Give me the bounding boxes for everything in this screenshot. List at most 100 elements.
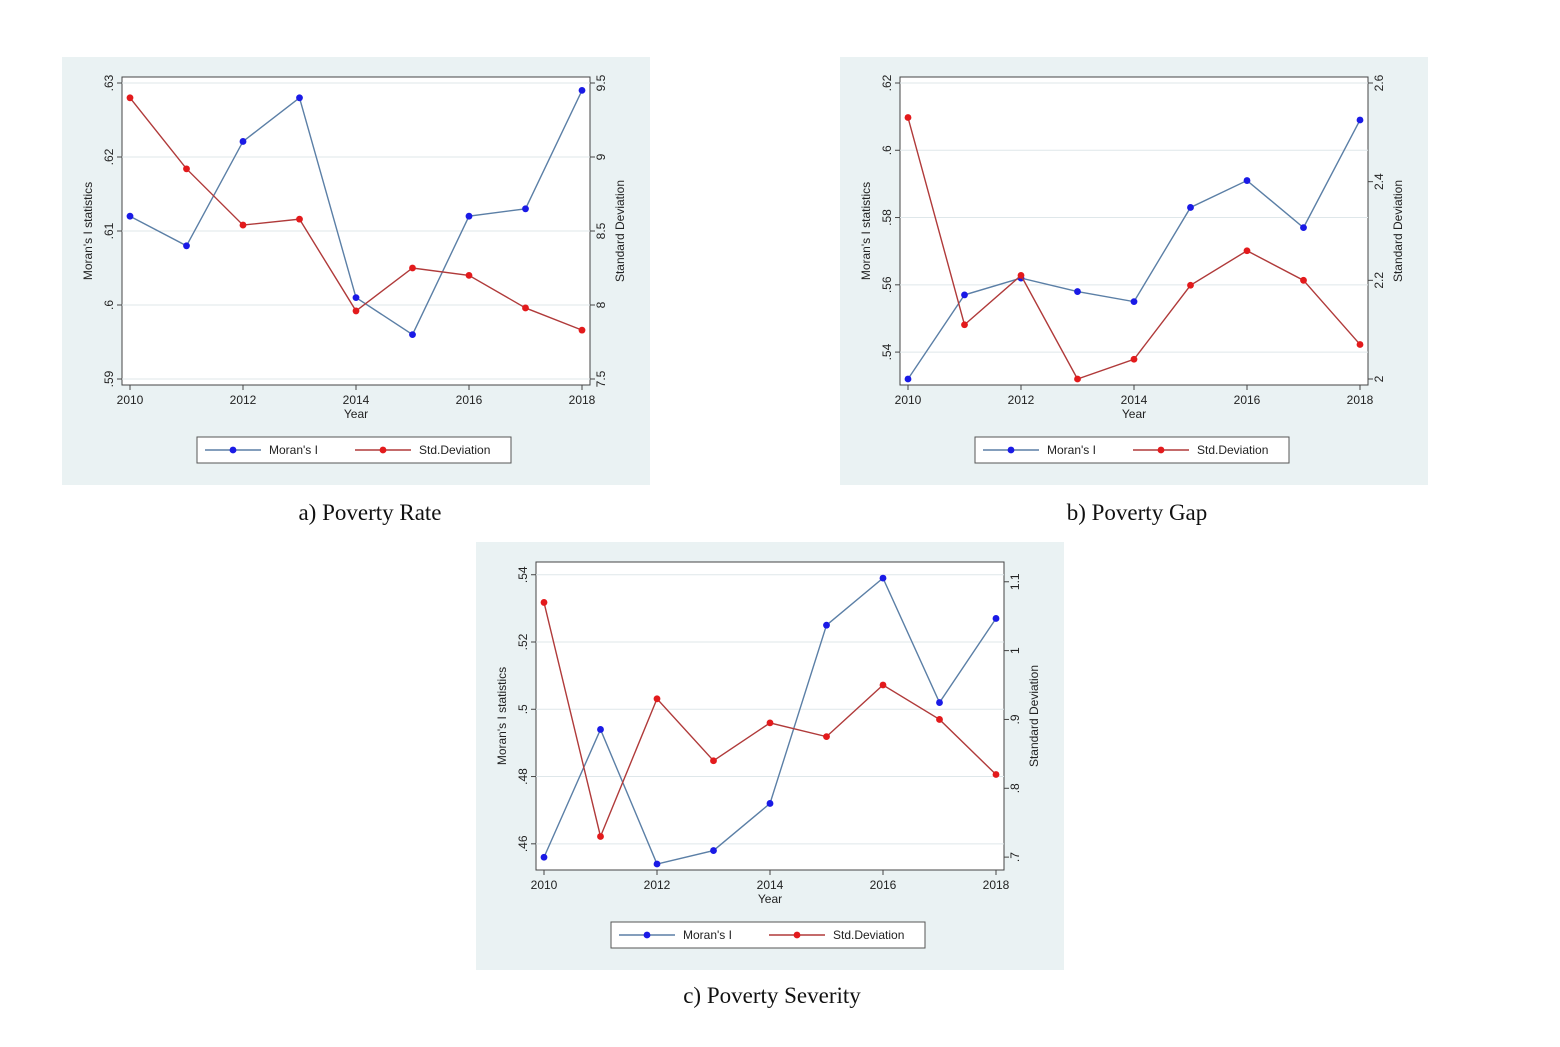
caption-poverty-gap: b) Poverty Gap — [1066, 500, 1208, 525]
right-tick-label: .7 — [1008, 852, 1022, 862]
right-tick-label: 2 — [1372, 375, 1386, 382]
moran-point-2018 — [992, 615, 1000, 622]
legend-std-marker — [379, 446, 387, 454]
moran-point-2013 — [1074, 288, 1081, 295]
legend-std-label: Std.Deviation — [419, 443, 490, 457]
std-point-2014 — [766, 719, 774, 727]
right-tick-label: 2.2 — [1372, 272, 1386, 289]
x-tick-label: 2016 — [870, 878, 897, 892]
left-tick-label: .56 — [880, 276, 894, 293]
right-tick-label: 2.4 — [1372, 173, 1386, 190]
moran-point-2013 — [710, 847, 717, 854]
std-point-2018 — [578, 326, 586, 334]
x-tick-label: 2014 — [343, 393, 370, 407]
moran-point-2014 — [1130, 298, 1138, 306]
std-point-2013 — [1074, 375, 1081, 383]
right-axis-title: Standard Deviation — [1391, 180, 1405, 282]
moran-point-2014 — [766, 800, 774, 807]
left-tick-label: .46 — [516, 835, 530, 852]
moran-point-2010 — [904, 375, 912, 383]
moran-point-2010 — [126, 212, 134, 220]
std-point-2011 — [183, 165, 190, 173]
chart-svg-poverty-rate: .59 .6 .61 .62 .63 7.5 8 8.5 9 9.5 2010 2012 2014 201… — [62, 57, 650, 485]
moran-point-2016 — [465, 212, 473, 220]
moran-point-2017 — [936, 699, 943, 706]
x-tick-label: 2016 — [1234, 393, 1261, 407]
moran-point-2015 — [823, 621, 830, 629]
moran-point-2011 — [597, 726, 604, 733]
moran-point-2017 — [522, 205, 529, 213]
left-axis-title: Moran's I statistics — [81, 182, 95, 280]
left-tick-label: .62 — [880, 74, 894, 91]
plot-area — [899, 76, 1369, 386]
moran-point-2016 — [879, 574, 887, 582]
chart-svg-poverty-gap: .54 .56 .58 .6 .62 2 2.2 2.4 2.6 2010 2012 2014 2016… — [840, 57, 1428, 485]
moran-point-2011 — [183, 242, 190, 250]
std-point-2017 — [936, 716, 943, 723]
moran-point-2010 — [540, 853, 548, 861]
moran-point-2015 — [1187, 204, 1194, 211]
legend-moran-marker — [229, 446, 237, 454]
std-point-2016 — [879, 681, 887, 689]
right-tick-label: 2.6 — [1372, 74, 1386, 91]
right-tick-label: .9 — [1008, 714, 1022, 724]
std-point-2017 — [522, 304, 529, 312]
left-tick-label: .63 — [102, 74, 116, 91]
std-point-2010 — [904, 114, 912, 121]
plot-area — [535, 561, 1005, 871]
x-tick-label: 2012 — [1008, 393, 1035, 407]
left-axis-title: Moran's I statistics — [859, 182, 873, 280]
x-tick-label: 2014 — [1121, 393, 1148, 407]
moran-point-2011 — [961, 291, 968, 299]
left-tick-label: .5 — [516, 704, 530, 714]
x-axis-title: Year — [344, 407, 368, 421]
std-point-2013 — [710, 757, 717, 765]
caption-poverty-rate: a) Poverty Rate — [298, 500, 442, 525]
std-point-2012 — [1017, 272, 1025, 279]
chart-svg-poverty-severity: .46 .48 .5 .52 .54 .7 .8 .9 1 1.1 2010 2012 2014 2016… — [476, 542, 1064, 970]
right-tick-label: 1.1 — [1008, 573, 1022, 590]
left-tick-label: .61 — [102, 222, 116, 239]
x-tick-label: 2018 — [569, 393, 596, 407]
moran-point-2013 — [296, 94, 303, 102]
std-point-2016 — [1243, 247, 1251, 255]
std-point-2016 — [465, 272, 473, 279]
legend-moran-label: Moran's I — [269, 443, 318, 457]
right-tick-label: .8 — [1008, 783, 1022, 793]
left-tick-label: .54 — [516, 566, 530, 583]
left-tick-label: .6 — [880, 145, 894, 155]
right-tick-label: 8.5 — [594, 222, 608, 239]
x-tick-label: 2010 — [117, 393, 144, 407]
moran-point-2018 — [578, 87, 586, 94]
std-point-2010 — [540, 599, 548, 606]
legend-std-label: Std.Deviation — [1197, 443, 1268, 457]
legend-std-marker — [793, 931, 801, 939]
moran-point-2017 — [1300, 224, 1307, 232]
moran-point-2016 — [1243, 177, 1251, 184]
left-axis-title: Moran's I statistics — [495, 667, 509, 765]
legend-std-label: Std.Deviation — [833, 928, 904, 942]
x-tick-label: 2012 — [230, 393, 257, 407]
right-tick-label: 1 — [1008, 647, 1022, 654]
std-point-2014 — [352, 307, 360, 315]
chart-panel-poverty-rate: .59 .6 .61 .62 .63 7.5 8 8.5 9 9.5 2010 2012 2014 201… — [62, 57, 650, 485]
x-tick-label: 2014 — [757, 878, 784, 892]
legend-std-marker — [1157, 446, 1165, 454]
x-tick-label: 2016 — [456, 393, 483, 407]
chart-panel-poverty-gap: .54 .56 .58 .6 .62 2 2.2 2.4 2.6 2010 2012 2014 2016… — [840, 57, 1428, 485]
right-tick-label: 7.5 — [594, 370, 608, 387]
right-tick-label: 9.5 — [594, 74, 608, 91]
std-point-2017 — [1300, 276, 1307, 284]
right-tick-label: 9 — [594, 153, 608, 160]
std-point-2012 — [653, 695, 661, 703]
std-point-2011 — [961, 321, 968, 329]
x-tick-label: 2018 — [1347, 393, 1374, 407]
chart-panel-poverty-severity: .46 .48 .5 .52 .54 .7 .8 .9 1 1.1 2010 2012 2014 2016… — [476, 542, 1064, 970]
legend-moran-marker — [643, 931, 651, 939]
std-point-2015 — [1187, 281, 1194, 289]
std-point-2015 — [409, 264, 416, 272]
x-tick-label: 2018 — [983, 878, 1010, 892]
x-axis-title: Year — [758, 892, 782, 906]
moran-point-2012 — [653, 860, 661, 868]
std-point-2013 — [296, 215, 303, 223]
